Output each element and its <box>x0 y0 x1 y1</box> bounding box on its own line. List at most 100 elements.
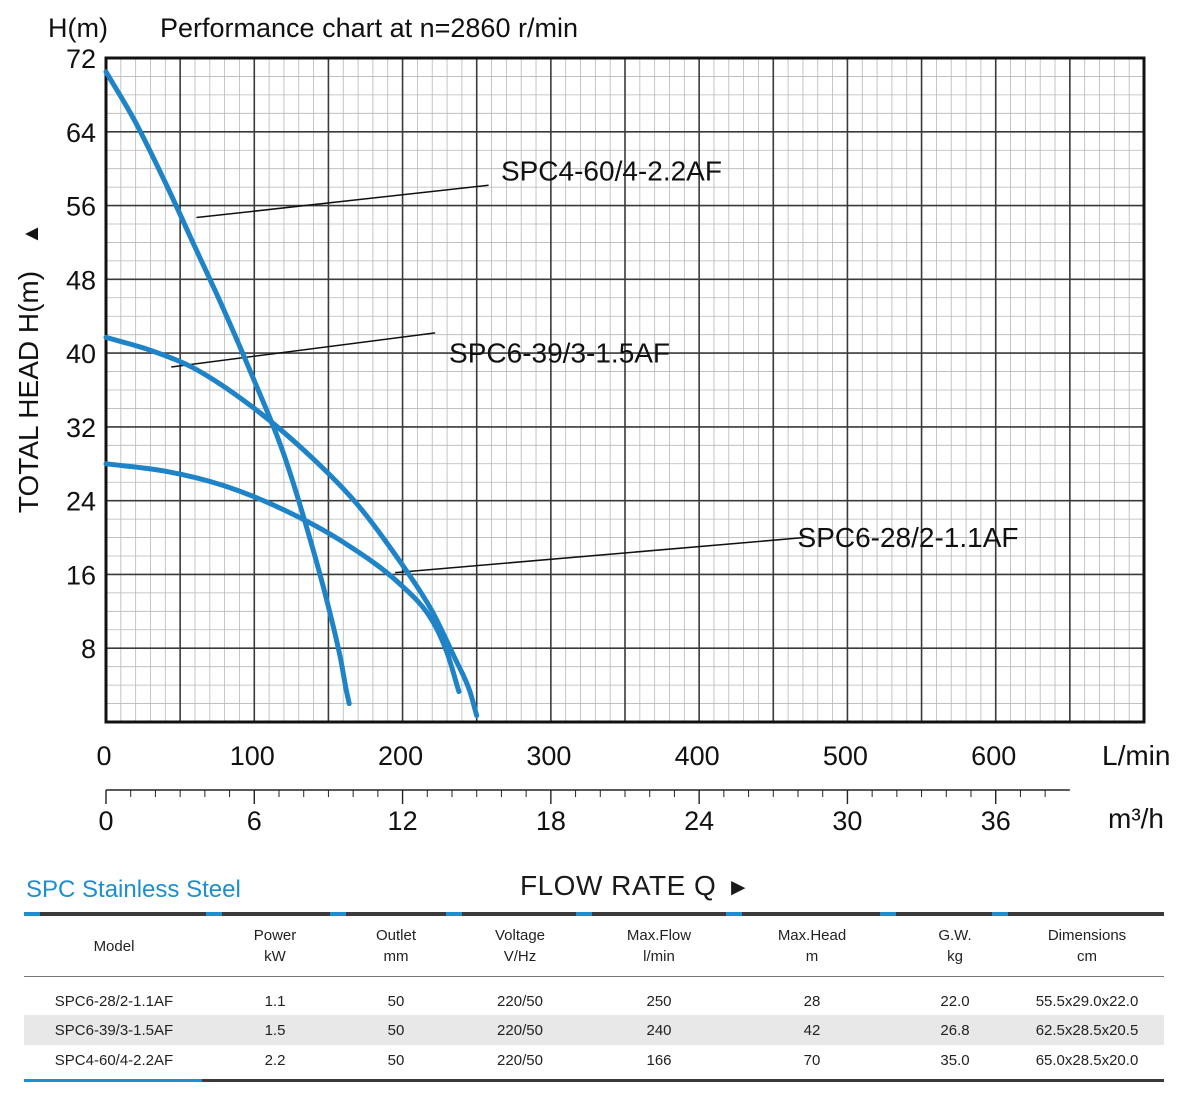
x-tick-label-m3h: 0 <box>98 806 113 836</box>
label-leader-lines <box>171 184 805 574</box>
cell-dimensions: 62.5x28.5x20.5 <box>1010 1015 1164 1045</box>
x-tick-label-m3h: 36 <box>981 806 1011 836</box>
x-tick-label-m3h: 12 <box>388 806 418 836</box>
y-tick-label: 32 <box>66 413 96 443</box>
col-header-power: Power kW <box>253 927 297 965</box>
x-tick-label-lmin: 500 <box>823 741 868 771</box>
table-top-rule <box>24 912 1164 916</box>
rule-accent <box>24 1079 202 1082</box>
cell-max-head: 70 <box>803 1051 821 1069</box>
x-axis-ticks-m3h: 0 6 12 18 24 30 36 <box>98 806 1010 836</box>
x-tick-label-lmin: 0 <box>96 741 111 771</box>
cell-voltage: 220/50 <box>446 1015 594 1045</box>
x-axis-m3h <box>105 789 1070 804</box>
y-axis-arrow: ▲ <box>18 223 43 245</box>
cell-gw: 22.0 <box>940 992 970 1010</box>
cell-max-head: 42 <box>724 1015 900 1045</box>
performance-curve <box>103 461 462 695</box>
x-tick-label-lmin: 400 <box>675 741 720 771</box>
cell-dimensions: 65.0x28.5x20.0 <box>1035 1051 1139 1069</box>
cell-power: 1.5 <box>204 1015 346 1045</box>
cell-max-flow: 250 <box>646 992 672 1010</box>
col-header-voltage: Voltage V/Hz <box>494 927 546 965</box>
cell-outlet: 50 <box>346 1015 446 1045</box>
x-tick-label-lmin: 200 <box>378 741 423 771</box>
y-tick-label: 56 <box>66 192 96 222</box>
x-tick-label-m3h: 18 <box>536 806 566 836</box>
cell-model: SPC4-60/4-2.2AF <box>54 1051 174 1069</box>
x-tick-label-m3h: 6 <box>247 806 262 836</box>
curve-label: SPC6-28/2-1.1AF <box>798 522 1019 553</box>
cell-max-flow: 240 <box>594 1015 724 1045</box>
performance-curve <box>103 334 480 718</box>
performance-curves <box>103 69 480 718</box>
y-tick-label: 72 <box>66 44 96 74</box>
x-tick-label-lmin: 300 <box>526 741 571 771</box>
rule-accent <box>330 912 346 916</box>
x-tick-label-m3h: 30 <box>832 806 862 836</box>
cell-max-flow: 166 <box>646 1051 672 1069</box>
performance-curve <box>103 69 352 707</box>
chart-title: Performance chart at n=2860 r/min <box>160 13 578 43</box>
x-axis-label: FLOW RATE Q ► <box>520 870 751 902</box>
col-header-dimensions: Dimensions cm <box>1047 927 1127 965</box>
col-header-max-flow: Max.Flow l/min <box>626 927 692 965</box>
x-axis-ticks-lmin: 0 100 200 300 400 500 600 <box>96 741 1016 771</box>
cell-outlet: 50 <box>387 992 405 1010</box>
col-header-outlet: Outlet mm <box>375 927 417 965</box>
table-header-row: Model Power kW Outlet mm Voltage V/Hz Max.F… <box>24 916 1164 977</box>
table-row: SPC6-28/2-1.1AF 1.1 50 220/50 250 28 22.… <box>24 977 1164 1016</box>
y-tick-label: 16 <box>66 560 96 590</box>
cell-gw: 26.8 <box>900 1015 1010 1045</box>
rule-accent <box>726 912 742 916</box>
major-gridlines <box>106 58 1144 722</box>
performance-chart: 8 16 24 32 40 48 56 64 72 0 100 200 300 400 500 600 0 6… <box>13 13 1170 836</box>
rule-accent <box>992 912 1008 916</box>
table-section-title: SPC Stainless Steel <box>26 876 241 903</box>
cell-voltage: 220/50 <box>497 1051 543 1069</box>
leader-line <box>196 184 489 219</box>
x-tick-label-lmin: 600 <box>971 741 1016 771</box>
y-tick-label: 24 <box>66 487 96 517</box>
rule-accent <box>880 912 896 916</box>
y-tick-label: 8 <box>81 634 96 664</box>
curve-annotations: SPC4-60/4-2.2AF SPC6-39/3-1.5AF SPC6-28/2-… <box>449 156 1018 553</box>
y-axis-label: TOTAL HEAD H(m) <box>13 271 44 513</box>
col-header-max-head: Max.Head m <box>777 927 847 965</box>
cell-gw: 35.0 <box>940 1051 970 1069</box>
leader-line <box>395 536 805 574</box>
cell-voltage: 220/50 <box>497 992 543 1010</box>
col-header-model: Model <box>93 937 135 955</box>
table-row: SPC6-39/3-1.5AF 1.5 50 220/50 240 42 26.… <box>24 1015 1164 1045</box>
spec-table-container: Model Power kW Outlet mm Voltage V/Hz Max.F… <box>24 912 1164 1082</box>
y-axis-ticks: 8 16 24 32 40 48 56 64 72 <box>66 44 96 664</box>
cell-power: 2.2 <box>264 1051 286 1069</box>
x-tick-label-m3h: 24 <box>684 806 714 836</box>
y-tick-label: 40 <box>66 339 96 369</box>
rule-accent <box>446 912 462 916</box>
cell-outlet: 50 <box>387 1051 405 1069</box>
table-row: SPC4-60/4-2.2AF 2.2 50 220/50 166 70 35.… <box>24 1045 1164 1075</box>
curve-label: SPC4-60/4-2.2AF <box>501 156 722 187</box>
cell-model: SPC6-28/2-1.1AF <box>54 992 174 1010</box>
x-axis-label-text: FLOW RATE Q <box>520 870 717 901</box>
x-axis-arrow: ► <box>726 874 751 901</box>
y-tick-label: 64 <box>66 118 96 148</box>
cell-dimensions: 55.5x29.0x22.0 <box>1035 992 1139 1010</box>
x-unit-primary: L/min <box>1102 740 1170 771</box>
x-unit-secondary: m³/h <box>1108 803 1164 834</box>
x-tick-label-lmin: 100 <box>230 741 275 771</box>
plot-frame <box>104 56 1146 724</box>
cell-model: SPC6-39/3-1.5AF <box>24 1015 204 1045</box>
cell-max-head: 28 <box>803 992 821 1010</box>
y-tick-label: 48 <box>66 265 96 295</box>
spec-table: Model Power kW Outlet mm Voltage V/Hz Max.F… <box>24 916 1164 1075</box>
table-bottom-rule <box>24 1079 1164 1082</box>
leader-line <box>171 332 436 368</box>
rule-accent <box>576 912 592 916</box>
curve-label: SPC6-39/3-1.5AF <box>449 337 670 368</box>
col-header-gw: G.W. kg <box>938 927 972 965</box>
rule-accent <box>24 912 40 916</box>
cell-power: 1.1 <box>264 992 286 1010</box>
y-unit-label: H(m) <box>48 13 108 43</box>
